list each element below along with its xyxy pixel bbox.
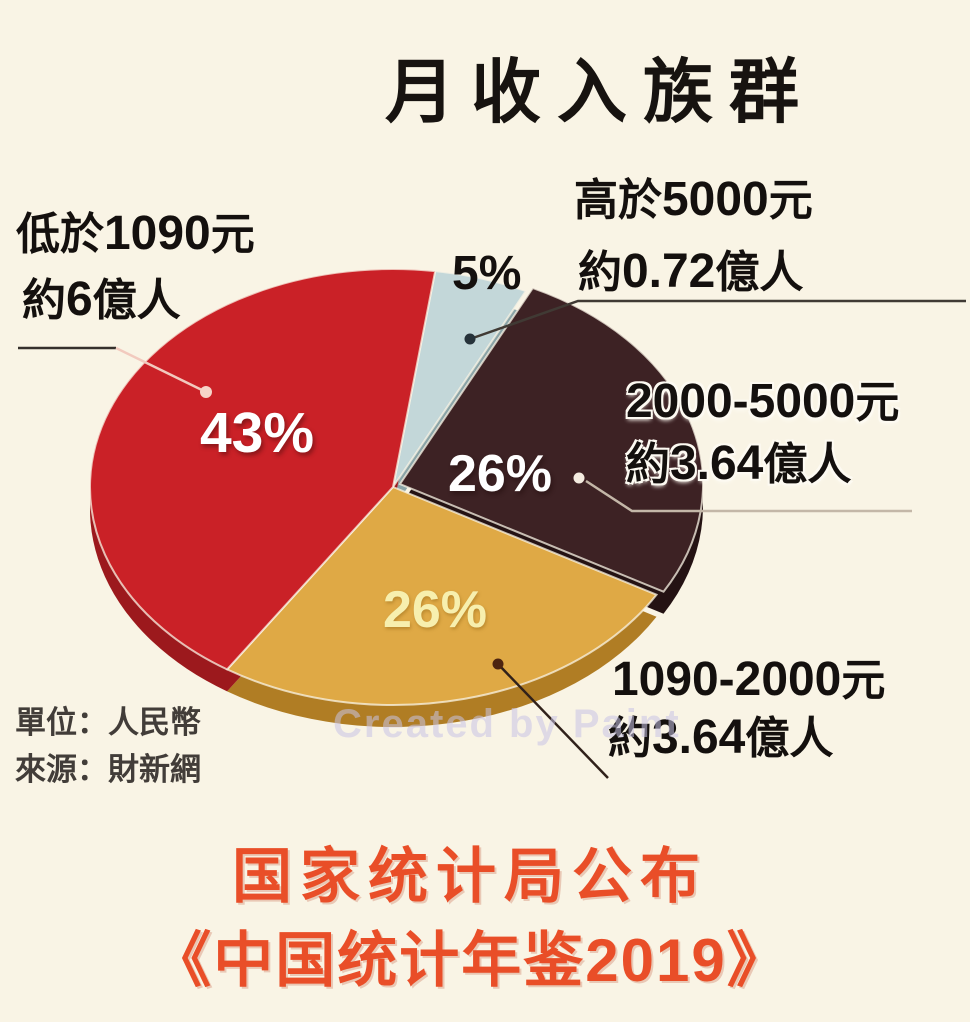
leader-2000-5000	[585, 479, 912, 513]
pie-slice-1090-2000	[225, 485, 659, 706]
footer-line2: 《中国统计年鉴2019》	[151, 927, 789, 994]
leader-1090-2000	[497, 663, 609, 779]
pct-label-2000-5000: 26%	[447, 445, 553, 503]
source-note: 來源：財新網	[15, 752, 201, 787]
leader-1090-2000-dot	[492, 658, 504, 670]
pie-slice-2000-5000	[398, 286, 705, 593]
label-above-5000-line2: 約0.72億人	[578, 245, 804, 298]
label-2000-5000-line1: 2000-5000元	[626, 375, 900, 428]
leader-above-5000	[469, 299, 966, 341]
leader-below-1090-b-dot	[200, 386, 212, 398]
pct-label-1090-2000: 26%	[382, 581, 488, 639]
leader-2000-5000-dot	[573, 472, 585, 484]
label-2000-5000-line2: 約3.64億人	[626, 437, 852, 490]
pct-label-below-1090: 43%	[199, 401, 315, 465]
label-below-1090-line1: 低於1090元	[16, 207, 255, 260]
label-1090-2000-line1: 1090-2000元	[612, 653, 886, 706]
label-below-1090-line2: 約6億人	[22, 273, 181, 326]
unit-note: 單位：人民幣	[15, 705, 201, 740]
label-1090-2000-line2: 約3.64億人	[608, 711, 834, 764]
leader-above-5000-dot	[464, 333, 476, 345]
watermark: Created by Paint	[333, 702, 681, 746]
pie-slice-below-1090	[88, 267, 437, 671]
pct-label-above-5000: 5%	[452, 247, 522, 300]
leader-below-1090-b	[115, 346, 207, 394]
page-title: 月收入族群	[385, 53, 815, 131]
label-above-5000-line1: 高於5000元	[574, 173, 813, 226]
footer-line1: 国家统计局公布	[232, 843, 708, 910]
